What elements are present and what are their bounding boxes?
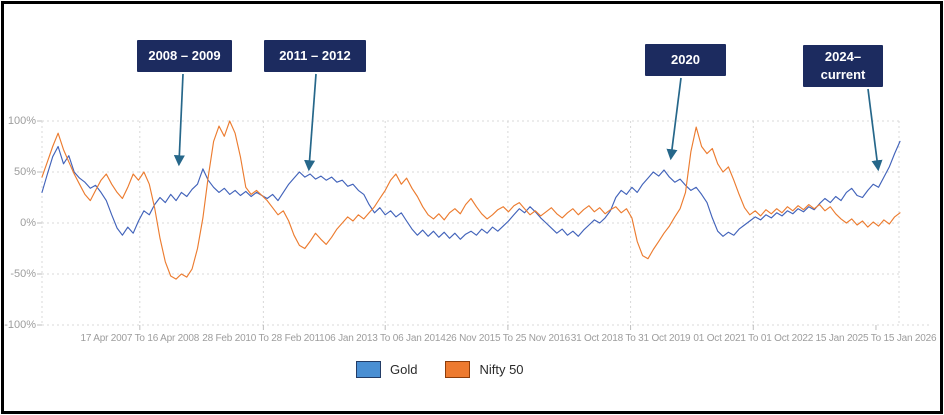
chart-legend: Gold Nifty 50: [356, 361, 524, 378]
x-axis-tick-label: 01 Oct 2021 To 01 Oct 2022: [693, 333, 814, 344]
nifty50-swatch-icon: [445, 361, 471, 378]
y-axis-tick-label: 100%: [7, 115, 36, 127]
x-axis-tick-label: 17 Apr 2007 To 16 Apr 2008: [80, 333, 200, 344]
annotation-2011-2012: 2011 – 2012: [264, 40, 366, 72]
x-axis-tick-label: 06 Jan 2013 To 06 Jan 2014: [324, 333, 446, 344]
y-axis-tick-label: 50%: [13, 166, 36, 178]
legend-label-nifty50: Nifty 50: [479, 362, 524, 377]
y-axis-tick-label: 0%: [20, 217, 36, 229]
legend-item-nifty50[interactable]: Nifty 50: [445, 361, 524, 378]
y-axis-tick-label: -50%: [10, 268, 36, 280]
gold-series-line: [41, 140, 901, 240]
annotation-2020: 2020: [645, 44, 726, 76]
legend-label-gold: Gold: [390, 362, 418, 377]
x-axis-tick-label: 31 Oct 2018 To 31 Oct 2019: [570, 333, 691, 344]
legend-item-gold[interactable]: Gold: [356, 361, 417, 378]
annotation-2024-current: 2024– current: [803, 45, 883, 87]
annotation-arrow: [666, 77, 682, 161]
gold-swatch-icon: [356, 361, 381, 378]
x-axis-tick-label: 26 Nov 2015 To 25 Nov 2016: [445, 333, 570, 344]
y-axis-tick-label: -100%: [4, 319, 36, 331]
x-axis-tick-label: 15 Jan 2025 To 15 Jan 2026: [815, 333, 937, 344]
nifty50-series-line: [41, 120, 901, 280]
annotation-arrow: [867, 88, 883, 172]
x-axis-tick-label: 28 Feb 2010 To 28 Feb 2011: [202, 333, 325, 344]
annotation-arrow: [173, 73, 185, 167]
annotation-arrow: [304, 73, 317, 172]
annotation-2008-2009: 2008 – 2009: [137, 40, 232, 72]
